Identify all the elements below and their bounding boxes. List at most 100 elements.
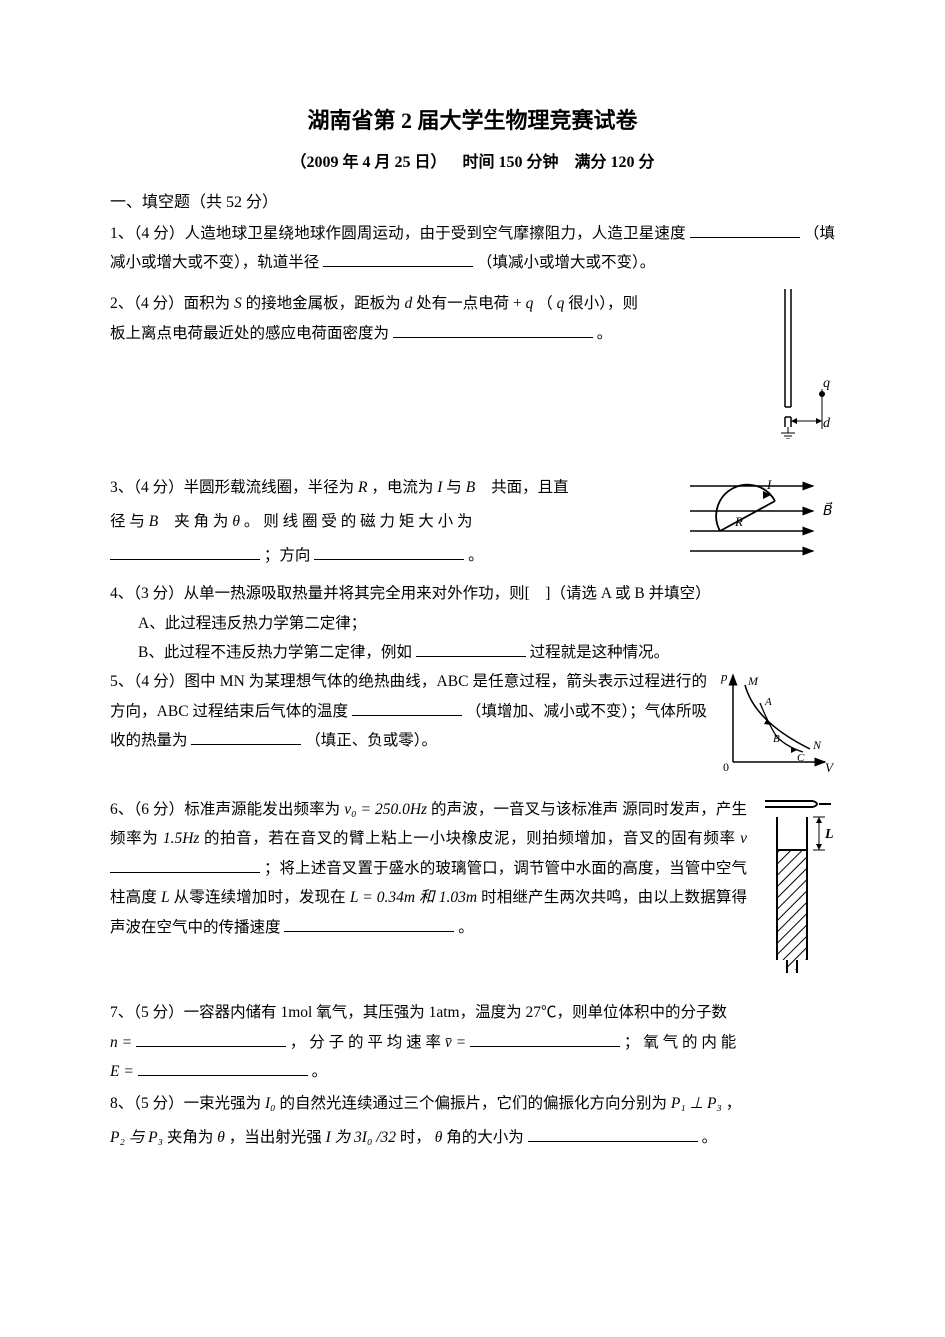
q8-theta: θ [217, 1129, 225, 1146]
q5-figure: p V 0 M N A B C [715, 667, 835, 788]
q7-n: n = [110, 1034, 132, 1051]
q8-d: 夹角为 [167, 1129, 214, 1146]
q2-text-f: 板上离点电荷最近处的感应电荷面密度为 [110, 325, 389, 342]
q6-blank-2 [284, 916, 454, 932]
question-2: 2、（4 分）面积为 S 的接地金属板，距板为 d 处有一点电荷 + q （ q… [110, 289, 835, 450]
q3-fig-I: I [766, 477, 772, 492]
q8-p2p3: P₂ 与 P₃ [110, 1129, 163, 1146]
q5-fig-0: 0 [723, 760, 729, 774]
q5-blank-1 [352, 700, 462, 716]
q2-blank [393, 322, 593, 338]
q2-text-g: 。 [597, 325, 613, 342]
q6-a: 6、（6 分）标准声源能发出频率为 [110, 801, 340, 818]
q8-e: ，当出射光强 [229, 1129, 322, 1146]
q2-fig-d: d [823, 416, 831, 431]
question-1: 1、（4 分）人造地球卫星绕地球作圆周运动，由于受到空气摩擦阻力，人造卫星速度 … [110, 219, 835, 278]
q8-blank [528, 1126, 698, 1142]
q7-v: v̄ = [445, 1034, 466, 1051]
q3-text-h: ；方向 [264, 547, 311, 564]
q8-I0: I₀ [265, 1095, 276, 1112]
section-1-header: 一、填空题（共 52 分） [110, 188, 835, 218]
q3-var-B: B⃗ [466, 479, 488, 496]
q3-text-a: 3、（4 分）半圆形载流线圈，半径为 [110, 479, 354, 496]
q6-blank-1 [110, 857, 260, 873]
q2-var-S: S [234, 295, 242, 312]
q8-f: 时， [400, 1129, 431, 1146]
q7-a: 7、（5 分）一容器内储有 1mol 氧气，其压强为 1atm，温度为 27℃，… [110, 1004, 727, 1021]
q3-text-d: 共面，且直 [491, 479, 569, 496]
q6-d: 的拍音，若在音叉的臂上粘上一小块橡皮泥，则拍频增加，音叉的固有频率 [204, 830, 736, 847]
question-7: 7、（5 分）一容器内储有 1mol 氧气，其压强为 1atm，温度为 27℃，… [110, 998, 835, 1086]
q6-beat: 1.5Hz [163, 830, 200, 847]
q5-fig-N: N [812, 738, 822, 752]
q7-E: E = [110, 1063, 134, 1080]
q5-fig-C: C [797, 752, 805, 764]
q3-blank-2 [314, 545, 464, 561]
q4-blank [416, 642, 526, 658]
q7-d: 。 [312, 1063, 328, 1080]
q3-blank-1 [110, 545, 260, 561]
q3-text-f: 夹 角 为 [174, 513, 228, 530]
q3-var-R: R [358, 479, 367, 496]
q8-g: 角的大小为 [446, 1129, 524, 1146]
q4-option-b-a: B、此过程不违反热力学第二定律，例如 [138, 644, 412, 661]
q8-b: 的自然光连续通过三个偏振片，它们的偏振化方向分别为 [279, 1095, 667, 1112]
q5-text-c: （填正、负或零）。 [305, 732, 437, 749]
q3-text-i: 。 [468, 547, 484, 564]
q7-blank-1 [136, 1031, 286, 1047]
q5-fig-M: M [747, 674, 759, 688]
q6-Lvals: L = 0.34m 和 1.03m [350, 889, 477, 906]
q5-blank-2 [191, 730, 301, 746]
question-3: 3、（4 分）半圆形载流线圈，半径为 R ，电流为 I 与 B⃗ 共面，且直 径… [110, 471, 835, 573]
question-6: 6、（6 分）标准声源能发出频率为 ν₀ = 250.0Hz 的声波，一音叉与该… [110, 795, 835, 986]
q2-text-a: 2、（4 分）面积为 [110, 295, 230, 312]
q8-a: 8、（5 分）一束光强为 [110, 1095, 261, 1112]
q2-text-e: 很小），则 [568, 295, 638, 312]
q8-h: 。 [702, 1129, 718, 1146]
q3-var-I: I [437, 479, 442, 496]
question-4: 4、（3 分）从单一热源吸取热量并将其完全用来对外作功，则[ ]（请选 A 或 … [110, 579, 835, 667]
q6-L: L [161, 889, 170, 906]
q1-blank-1 [690, 222, 800, 238]
page-subtitle: （2009 年 4 月 25 日） 时间 150 分钟 满分 120 分 [110, 148, 835, 178]
q5-fig-B: B [773, 733, 780, 745]
page-title: 湖南省第 2 届大学生物理竞赛试卷 [110, 100, 835, 142]
q6-freq: ν₀ = 250.0Hz [344, 801, 427, 818]
q4-text: 4、（3 分）从单一热源吸取热量并将其完全用来对外作功，则[ ]（请选 A 或 … [110, 585, 711, 602]
q5-fig-A: A [764, 696, 772, 708]
q1-blank-2 [323, 252, 473, 268]
q2-fig-q: q [823, 376, 830, 391]
q3-fig-R: R [734, 514, 743, 529]
q6-h: 。 [458, 919, 474, 936]
q6-b: 的声波，一音叉与该标准声 [431, 801, 618, 818]
q3-text-c: 与 [446, 479, 462, 496]
q8-p1p3: P₁ ⊥ P₃ [671, 1095, 722, 1112]
q3-fig-B: B⃗ [823, 501, 833, 519]
q3-text-g: 。 则 线 圈 受 的 磁 力 矩 大 小 为 [244, 513, 473, 530]
q6-f: 从零连续增加时，发现在 [174, 889, 346, 906]
q7-b: ， 分 子 的 平 均 速 率 [290, 1034, 441, 1051]
q2-var-q2: q [557, 295, 565, 312]
q7-blank-2 [470, 1031, 620, 1047]
q6-figure: L [755, 795, 835, 986]
q3-text-b: ，电流为 [371, 479, 433, 496]
q1-text-c: （填减小或增大或不变）。 [477, 254, 655, 271]
q8-theta2: θ [435, 1129, 443, 1146]
q2-text-d: （ [537, 295, 553, 312]
q2-text-b: 的接地金属板，距板为 [246, 295, 401, 312]
q4-option-b-b: 过程就是这种情况。 [530, 644, 670, 661]
question-5: 5、（4 分）图中 MN 为某理想气体的绝热曲线，ABC 是任意过程，箭头表示过… [110, 667, 835, 788]
q6-fig-L: L [824, 827, 834, 842]
q7-blank-3 [138, 1061, 308, 1077]
q6-nu: ν [740, 830, 747, 847]
q2-figure: q d [775, 289, 835, 450]
q3-var-B2: B⃗ [149, 513, 171, 530]
q3-var-theta: θ [232, 513, 240, 530]
q2-var-d: d [405, 295, 413, 312]
q3-text-e: 径 与 [110, 513, 145, 530]
q5-fig-V: V [825, 760, 835, 775]
q4-option-a: A、此过程违反热力学第二定律； [138, 609, 835, 638]
q1-text-a: 1、（4 分）人造地球卫星绕地球作圆周运动，由于受到空气摩擦阻力，人造卫星速度 [110, 225, 686, 242]
q8-c: ， [726, 1095, 742, 1112]
q5-fig-p: p [720, 669, 728, 684]
